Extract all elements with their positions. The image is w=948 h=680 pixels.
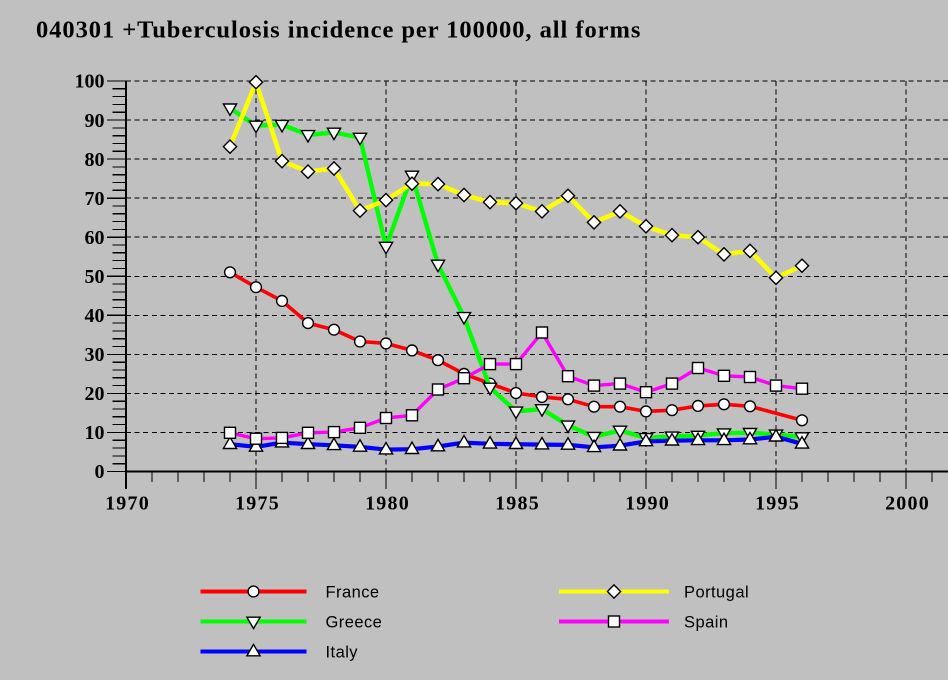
svg-text:Italy: Italy (326, 643, 359, 661)
svg-text:90: 90 (85, 110, 105, 132)
svg-text:Portugal: Portugal (684, 583, 749, 601)
svg-text:40: 40 (85, 305, 105, 327)
svg-text:1980: 1980 (365, 493, 410, 515)
svg-text:2000: 2000 (885, 493, 930, 515)
svg-text:70: 70 (85, 188, 105, 210)
svg-text:1975: 1975 (235, 493, 280, 515)
svg-text:30: 30 (85, 344, 105, 366)
svg-text:Spain: Spain (684, 613, 728, 631)
svg-text:1990: 1990 (625, 493, 670, 515)
svg-text:60: 60 (85, 227, 105, 249)
svg-text:80: 80 (85, 149, 105, 171)
svg-text:1970: 1970 (105, 493, 150, 515)
svg-text:100: 100 (75, 71, 105, 93)
svg-text:20: 20 (85, 383, 105, 405)
svg-text:10: 10 (85, 422, 105, 444)
svg-text:0: 0 (95, 461, 105, 483)
svg-text:50: 50 (85, 266, 105, 288)
svg-text:1985: 1985 (495, 493, 540, 515)
svg-text:1995: 1995 (755, 493, 800, 515)
svg-text:040301 +Tuberculosis incidence: 040301 +Tuberculosis incidence per 10000… (36, 17, 641, 44)
svg-text:France: France (326, 583, 380, 601)
svg-text:Greece: Greece (326, 613, 383, 631)
